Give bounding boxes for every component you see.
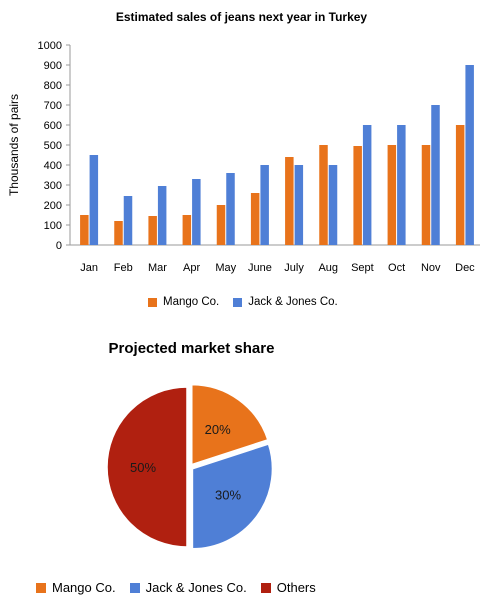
y-axis-label: Thousands of pairs [7,94,21,196]
x-tick-label: May [215,262,236,274]
pie-chart-title: Projected market share [108,340,275,357]
x-tick-label: Mar [148,262,167,274]
bar-mango-oct [387,145,397,245]
bar-mango-mar [148,216,157,245]
pie-legend-item-others: Others [260,580,316,595]
legend-label-jack-jones: Jack & Jones Co. [248,296,338,308]
x-tick-label: Dec [455,262,475,274]
pie-legend-swatch-jack-jones [129,582,140,593]
y-tick-label: 700 [44,100,62,112]
x-tick-label: Feb [114,262,133,274]
pie-legend-swatch-others [260,582,271,593]
bar-mango-jan [80,215,89,245]
y-tick-label: 500 [44,140,62,152]
pie-slice-label-jack-jones: 30% [215,488,241,503]
pie-legend-swatch-mango [36,582,46,593]
bar-mango-may [216,205,226,245]
pie-legend-item-jack-jones: Jack & Jones Co. [129,580,247,595]
legend-label-mango: Mango Co. [163,296,220,308]
bar-jack-jones-june [260,165,269,245]
bar-jack-jones-may [226,173,235,245]
bar-jack-jones-nov [431,105,440,245]
bar-jack-jones-feb [123,196,133,245]
pie-legend-item-mango: Mango Co. [36,580,116,595]
legend-item-mango: Mango Co. [148,296,219,308]
x-tick-label: Nov [421,262,441,274]
y-tick-label: 100 [44,220,62,232]
y-tick-label: 1000 [38,40,62,52]
y-tick-label: 800 [44,80,62,92]
bar-jack-jones-jan [89,155,99,245]
legend-swatch-mango [148,297,157,307]
x-tick-label: Aug [318,262,338,274]
y-tick-label: 0 [56,240,62,252]
legend-item-jack-jones: Jack & Jones Co. [233,296,338,308]
pie-legend-label-mango: Mango Co. [52,580,116,595]
bar-chart-legend: Mango Co. Jack & Jones Co. [148,296,352,308]
pie-chart-legend: Mango Co. Jack & Jones Co. Others [36,580,330,595]
pie-slice-jack-jones [191,443,274,550]
pie-slice-mango [191,383,269,466]
bar-mango-nov [421,145,431,245]
bar-jack-jones-dec [465,65,474,245]
bar-jack-jones-aug [328,165,338,245]
y-tick-label: 900 [44,60,62,72]
bar-mango-july [285,157,294,245]
bar-mango-aug [319,145,328,245]
pie-legend-label-jack-jones: Jack & Jones Co. [145,580,247,595]
bar-chart: Thousands of pairs 0 100 200 300 400 500 600 70… [7,40,480,274]
y-tick-label: 300 [44,180,62,192]
x-tick-label: June [248,262,272,274]
legend-swatch-jack-jones [233,297,243,307]
pie-legend-label-others: Others [276,580,316,595]
y-tick-label: 600 [44,120,62,132]
bar-jack-jones-mar [157,186,167,245]
x-tick-label: Sept [351,262,374,274]
pie-slice-label-others: 50% [130,460,156,475]
x-tick-label: Apr [183,262,200,274]
pie-slice-others [106,386,188,548]
bar-mango-june [250,193,260,245]
x-tick-label: Oct [388,262,405,274]
bar-jack-jones-july [294,165,304,245]
bar-mango-dec [455,125,465,245]
pie-chart: 20% 30% 50% [106,383,274,550]
bar-chart-title: Estimated sales of jeans next year in Tu… [115,10,368,24]
bar-mango-sept [353,146,362,245]
bar-jack-jones-apr [192,179,201,245]
x-tick-label: Jan [80,262,98,274]
bar-jack-jones-sept [362,125,372,245]
pie-slice-label-mango: 20% [205,422,231,437]
bar-mango-apr [182,215,192,245]
y-tick-label: 200 [44,200,62,212]
y-tick-label: 400 [44,160,62,172]
bar-mango-feb [114,221,123,245]
bar-jack-jones-oct [397,125,406,245]
x-tick-label: July [284,262,304,274]
